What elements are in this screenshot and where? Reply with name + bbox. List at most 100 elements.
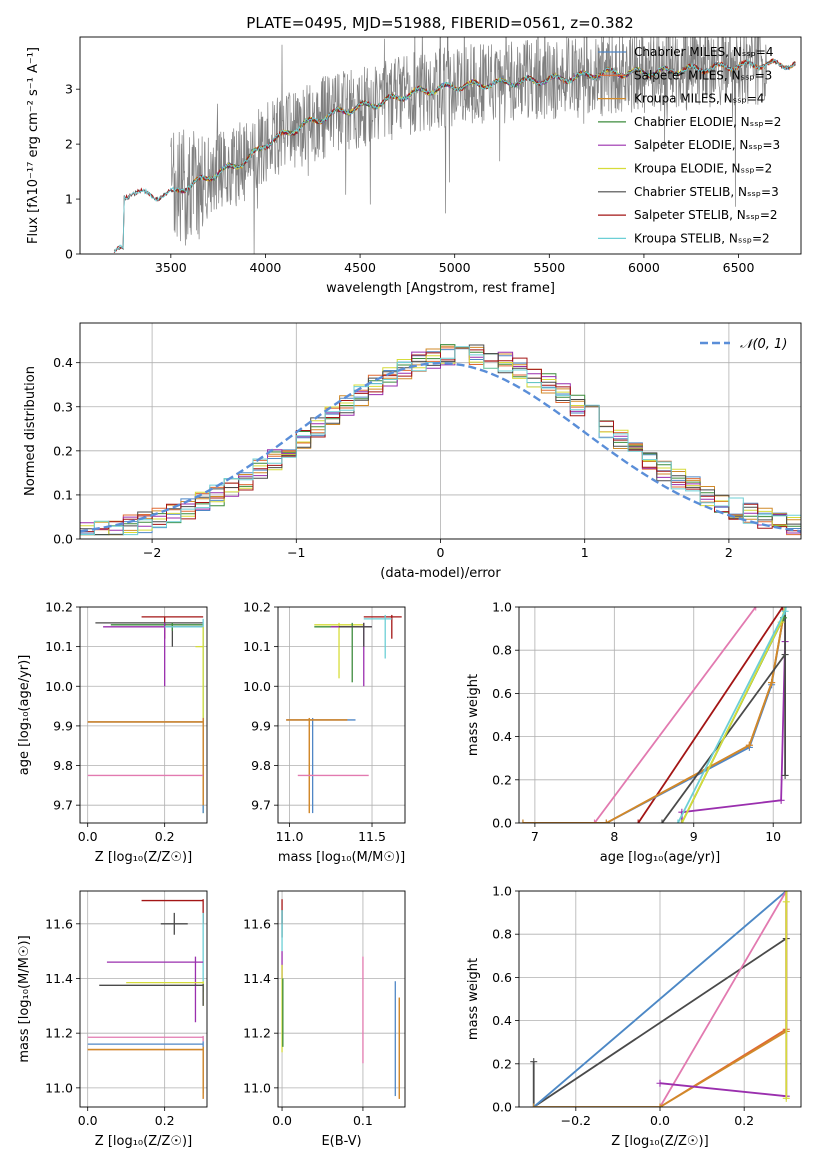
x-tick-label: 6000 <box>628 260 660 275</box>
y-tick-label: 10.1 <box>243 639 271 654</box>
cumulative-line-chab_stelib <box>661 607 786 823</box>
y-tick-label: 0.0 <box>53 532 73 547</box>
cumulative-line-krou_miles <box>523 607 786 823</box>
x-tick-label: 3500 <box>155 260 187 275</box>
y-tick-label: 0.8 <box>492 643 512 658</box>
x-tick-label: 0.2 <box>155 1113 175 1128</box>
y-tick-label: 0.6 <box>492 686 512 701</box>
y-axis-label: age [log₁₀(age/yr)] <box>17 655 32 776</box>
point-marker <box>656 1103 664 1107</box>
axes-frame <box>79 890 208 1108</box>
y-tick-label: 11.4 <box>45 971 73 986</box>
x-tick-label: 6500 <box>723 260 755 275</box>
point-marker <box>634 819 642 823</box>
point-marker <box>782 891 790 895</box>
x-tick-label: 8 <box>610 829 618 844</box>
cumulative-line-chab_miles <box>533 891 787 1107</box>
x-tick-label: 0 <box>437 545 445 560</box>
x-tick-label: 0.1 <box>353 1113 373 1128</box>
axes-frame <box>79 36 802 255</box>
y-tick-label: 0.2 <box>492 1056 512 1071</box>
point-marker <box>530 1103 538 1107</box>
point-marker <box>530 1058 538 1066</box>
y-tick-label: 0.0 <box>492 1100 512 1115</box>
y-tick-label: 10.0 <box>45 679 73 694</box>
point-marker <box>779 607 787 611</box>
point-marker <box>752 607 760 611</box>
y-tick-label: 0.4 <box>492 1013 512 1028</box>
x-tick-label: 11.0 <box>276 829 304 844</box>
x-tick-label: 0.2 <box>155 829 175 844</box>
y-tick-label: 0.4 <box>492 729 512 744</box>
plot-area-age_vs_Z <box>80 607 207 823</box>
x-tick-label: 0.2 <box>734 1113 754 1128</box>
y-tick-label: 11.2 <box>243 1026 271 1041</box>
plot-area-mass_vs_ebv <box>278 891 405 1107</box>
y-tick-label: 11.4 <box>243 971 271 986</box>
y-tick-label: 3 <box>65 82 73 97</box>
x-axis-label: Z [log₁₀(Z/Z☉)] <box>95 850 192 865</box>
x-tick-label: −2 <box>143 545 161 560</box>
y-tick-label: 0.2 <box>53 443 73 458</box>
cumulative-line-chab_miles <box>523 607 786 823</box>
y-tick-label: 1.0 <box>492 884 512 899</box>
legend-entry: Salpeter MILES, Nₛₛₚ=3 <box>634 68 772 82</box>
y-axis-label: mass weight <box>466 674 481 756</box>
point-marker <box>678 819 686 823</box>
plot-area-mass_weight_vs_Z <box>519 891 801 1107</box>
axes-frame <box>79 606 208 824</box>
point-marker <box>782 898 790 906</box>
point-marker <box>745 741 753 749</box>
y-tick-label: 11.0 <box>243 1080 271 1095</box>
plot-area-residuals <box>80 323 801 539</box>
y-axis-label: mass weight <box>466 958 481 1040</box>
x-axis-label: age [log₁₀(age/yr)] <box>600 850 721 865</box>
point-marker <box>782 1094 790 1102</box>
y-tick-label: 11.6 <box>243 916 271 931</box>
legend-entry: Chabrier MILES, Nₛₛₚ=4 <box>634 45 774 59</box>
y-tick-label: 10.2 <box>243 600 271 615</box>
point-marker <box>602 819 610 823</box>
observed-spectrum <box>170 37 767 254</box>
y-tick-label: 9.8 <box>251 758 271 773</box>
x-tick-label: 4500 <box>344 260 376 275</box>
point-marker <box>782 607 790 611</box>
x-tick-label: 9 <box>690 829 698 844</box>
x-tick-label: 0.0 <box>78 1113 98 1128</box>
legend-entry: Kroupa ELODIE, Nₛₛₚ=2 <box>634 162 772 176</box>
cumulative-line-pink <box>659 891 788 1107</box>
cumulative-line-pink <box>593 607 757 823</box>
y-tick-label: 11.6 <box>45 916 73 931</box>
plot-area-spectrum <box>113 37 796 254</box>
x-tick-label: 11.5 <box>358 829 386 844</box>
plot-area-age_vs_mass <box>278 607 405 823</box>
x-tick-label: 0.0 <box>650 1113 670 1128</box>
y-tick-label: 9.9 <box>251 718 271 733</box>
panel-mass_vs_ebv: 0.0 0.1 11.0 11.2 11.4 11.6 E(B-V) <box>243 890 406 1149</box>
point-marker <box>781 771 789 779</box>
panel-age_vs_Z: 0.0 0.2 9.7 9.8 9.9 10.0 10.1 10.2 Z [log₁₀(Z/Z☉… <box>17 600 208 865</box>
panel-mass_vs_Z: 0.0 0.2 11.0 11.2 11.4 11.6 Z [log₁₀(Z/Z☉)] mas… <box>17 890 208 1149</box>
legend-entry: Chabrier STELIB, Nₛₛₚ=3 <box>634 185 779 199</box>
x-axis-label: Z [log₁₀(Z/Z☉)] <box>611 1134 708 1149</box>
y-tick-label: 0.1 <box>53 487 73 502</box>
point-marker <box>781 607 789 615</box>
x-tick-label: 1 <box>581 545 589 560</box>
plot-area-mass_vs_Z <box>80 891 207 1107</box>
y-tick-label: 0.8 <box>492 927 512 942</box>
y-tick-label: 0.6 <box>492 970 512 985</box>
y-tick-label: 0.4 <box>53 355 73 370</box>
legend-entry: Salpeter ELODIE, Nₛₛₚ=3 <box>634 138 780 152</box>
x-axis-label: Z [log₁₀(Z/Z☉)] <box>95 1134 192 1149</box>
x-axis-label: E(B-V) <box>321 1134 361 1149</box>
panel-mass_weight_vs_Z: −0.2 0.0 0.2 0.0 0.2 0.4 0.6 0.8 1.0 Z [log₁₀(Z/Z… <box>466 884 802 1149</box>
point-marker <box>519 819 527 823</box>
x-tick-label: 4000 <box>250 260 282 275</box>
x-axis-label: mass [log₁₀(M/M☉)] <box>278 850 405 865</box>
x-tick-label: −1 <box>287 545 305 560</box>
y-tick-label: 10.0 <box>243 679 271 694</box>
panel-spectrum: 3500 4000 4500 5000 5500 6000 6500 0 1 2 3 waveleng… <box>26 36 802 296</box>
x-tick-label: 10 <box>765 829 781 844</box>
y-tick-label: 10.1 <box>45 639 73 654</box>
